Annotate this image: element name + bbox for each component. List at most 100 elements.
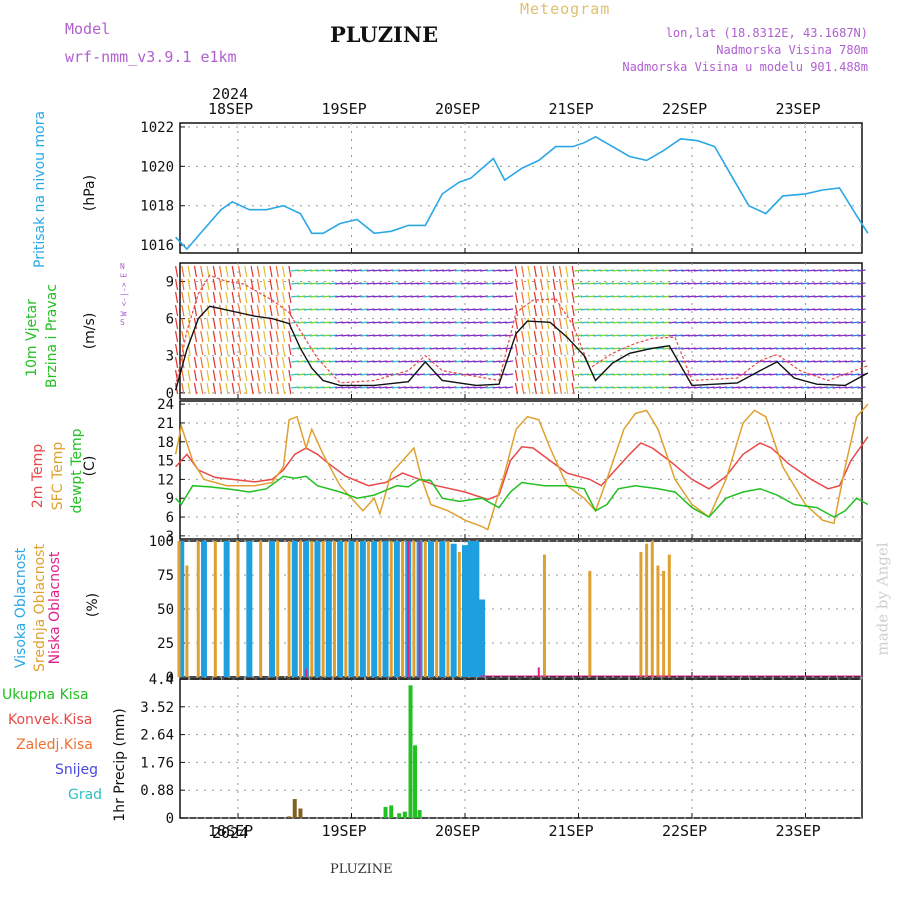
wind-barb — [552, 278, 556, 291]
wind-barb — [788, 386, 797, 389]
wind-barb — [269, 317, 273, 330]
wind-barb — [341, 360, 350, 363]
wind-barb — [492, 334, 501, 337]
wind-compass-n: N — [120, 262, 125, 271]
wind-barb — [206, 369, 210, 382]
wind-barb — [335, 334, 344, 337]
wind-barb — [687, 269, 696, 272]
wind-barb — [838, 282, 847, 285]
high-cloud-bar — [269, 541, 276, 677]
wind-barb — [586, 360, 596, 363]
wind-barb — [662, 308, 671, 311]
wind-barb — [656, 282, 665, 285]
wind-barb — [193, 317, 198, 330]
wind-barb — [303, 386, 312, 389]
high-cloud-bar — [439, 541, 446, 677]
wind-barb — [454, 282, 463, 285]
wind-barb — [281, 330, 286, 343]
wind-barb — [571, 304, 575, 317]
wind-barb — [486, 308, 495, 311]
wind-barb — [838, 334, 847, 337]
wind-barb — [637, 334, 646, 337]
wind-barb — [250, 369, 254, 382]
wind-barb — [605, 282, 614, 285]
wind-barb — [473, 360, 482, 363]
wind-barb — [750, 308, 759, 311]
wind-barb — [347, 321, 356, 324]
wind-barb — [700, 308, 709, 311]
wind-barb — [719, 321, 728, 324]
wind-barb — [580, 334, 589, 337]
wind-barb — [225, 382, 229, 395]
wind-barb — [769, 282, 778, 285]
wind-barb — [832, 295, 841, 298]
temperature-panel: 3 6 9 12 15 18 21 24 — [157, 397, 863, 545]
wind-barb — [763, 334, 772, 337]
wind-barb — [769, 269, 778, 272]
wind-barb — [693, 347, 703, 350]
wind-barb — [618, 334, 627, 337]
wind-barb — [416, 347, 426, 350]
wind-barb — [435, 269, 445, 272]
wind-barb — [200, 265, 204, 278]
wind-barb — [442, 347, 451, 350]
wind-barb — [303, 347, 312, 350]
wind-barb — [819, 360, 828, 363]
wind-barb — [612, 321, 621, 324]
wind-barb — [826, 334, 835, 337]
wind-barb — [454, 295, 463, 298]
wind-barb — [448, 373, 457, 376]
wind-barb — [219, 369, 223, 382]
wind-barb — [681, 334, 690, 337]
wind-barb — [187, 369, 191, 382]
wind-barb — [693, 360, 703, 363]
wind-barb — [769, 347, 778, 350]
wind-barb — [328, 269, 338, 272]
wind-barb — [800, 321, 810, 324]
wind-barb — [335, 308, 344, 311]
wind-barb — [309, 360, 319, 363]
wind-barb — [612, 347, 621, 350]
wind-barb — [624, 308, 633, 311]
wind-barb — [681, 308, 690, 311]
wind-barb — [675, 295, 684, 298]
wind-barb — [571, 317, 575, 330]
low-cloud-bar — [305, 668, 308, 677]
wind-barb — [263, 265, 267, 278]
wind-barb — [643, 321, 652, 324]
wind-barb — [706, 334, 715, 337]
wind-barb — [763, 295, 772, 298]
wind-barb — [461, 347, 470, 350]
wind-barb — [558, 343, 563, 356]
wind-barb — [807, 360, 816, 363]
wind-barb — [637, 373, 646, 376]
wind-barb — [269, 382, 273, 395]
wind-barb — [681, 269, 690, 272]
wind-barb — [379, 334, 388, 337]
wind-barb — [498, 334, 507, 337]
wind-barb — [309, 321, 319, 324]
wind-barb — [719, 282, 728, 285]
elevation-label: Nadmorska Visina 780m — [716, 43, 868, 57]
date-label: 23SEP — [775, 822, 821, 840]
wind-barb — [486, 295, 495, 298]
wind-barb — [630, 347, 640, 350]
wind-speed-series-line — [174, 305, 869, 391]
wind-barb — [366, 269, 375, 272]
wind-barb — [492, 360, 501, 363]
wind-barb — [416, 321, 426, 324]
wind-barb — [181, 330, 185, 343]
wind-barb — [832, 269, 841, 272]
wind-barb — [448, 308, 457, 311]
wind-barb — [372, 373, 382, 376]
wind-barb — [244, 382, 248, 395]
wind-barb — [263, 291, 267, 304]
wind-barb — [750, 321, 759, 324]
date-label: 20SEP — [435, 822, 481, 840]
wind-barb — [668, 321, 677, 324]
wind-barb — [291, 295, 300, 298]
wind-barb — [473, 295, 482, 298]
wind-barb — [347, 308, 356, 311]
wind-barb — [744, 321, 753, 324]
wind-barb — [574, 373, 583, 376]
